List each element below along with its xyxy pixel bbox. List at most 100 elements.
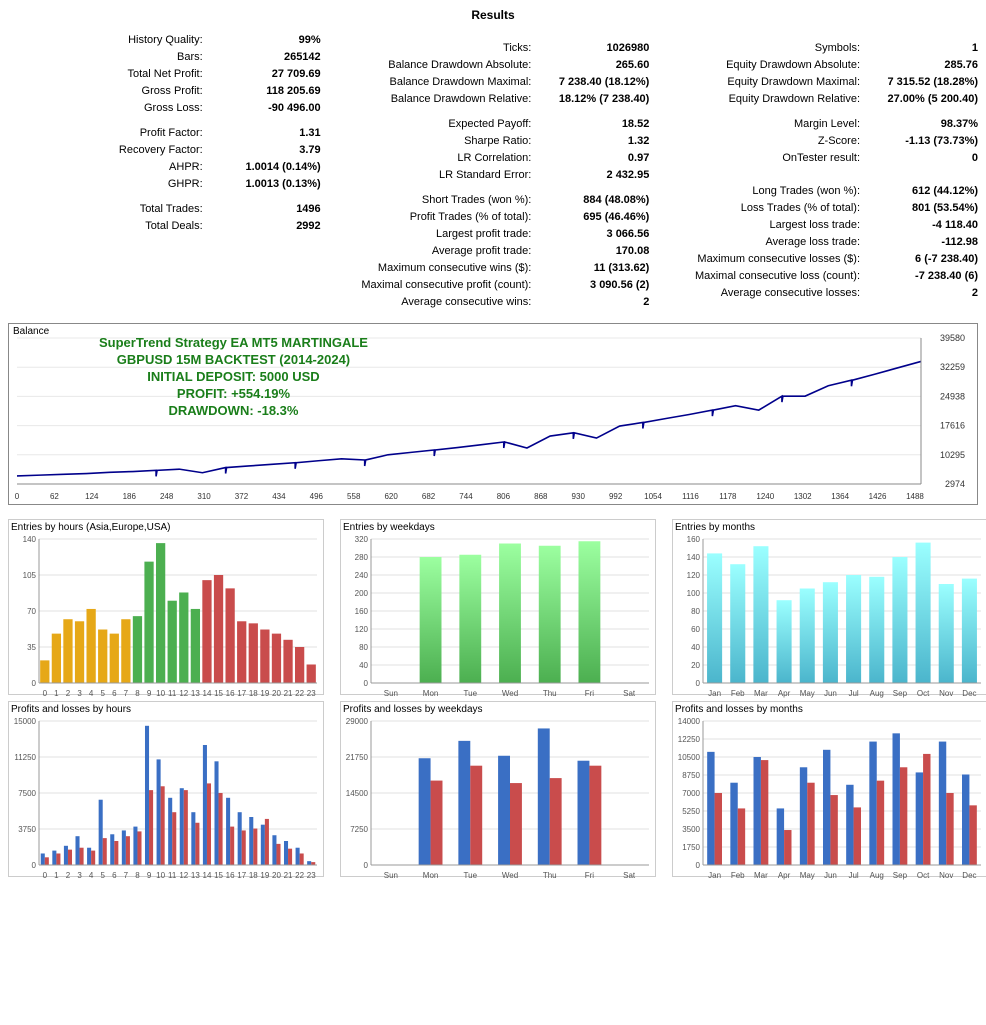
svg-text:280: 280 <box>355 553 369 562</box>
stat-row: OnTester result:0 <box>665 150 978 167</box>
svg-text:17: 17 <box>237 689 246 698</box>
svg-text:5250: 5250 <box>682 807 700 816</box>
stat-row: Average loss trade:-112.98 <box>665 234 978 251</box>
svg-text:21: 21 <box>284 689 293 698</box>
stat-label: Balance Drawdown Relative: <box>337 92 540 107</box>
svg-text:Sat: Sat <box>623 689 636 698</box>
stat-row: History Quality:99% <box>8 32 321 49</box>
stat-value: 1.32 <box>539 134 649 149</box>
stat-value: 1.31 <box>211 126 321 141</box>
svg-text:0: 0 <box>364 861 369 870</box>
svg-text:Aug: Aug <box>870 871 884 880</box>
chart-title: Entries by months <box>675 522 985 533</box>
svg-text:Sep: Sep <box>893 689 908 698</box>
svg-text:3500: 3500 <box>682 825 700 834</box>
svg-text:320: 320 <box>355 535 369 544</box>
stats-grid: History Quality:99%Bars:265142Total Net … <box>8 32 978 311</box>
stat-row: Recovery Factor:3.79 <box>8 142 321 159</box>
svg-text:15000: 15000 <box>14 717 37 726</box>
svg-text:Jun: Jun <box>824 871 837 880</box>
stat-label: Margin Level: <box>665 117 868 132</box>
svg-text:19: 19 <box>260 871 269 880</box>
svg-text:80: 80 <box>359 643 368 652</box>
stat-value: 170.08 <box>539 244 649 259</box>
svg-text:17616: 17616 <box>940 421 965 431</box>
svg-text:105: 105 <box>23 571 37 580</box>
svg-text:Sun: Sun <box>384 871 398 880</box>
svg-text:20: 20 <box>272 871 281 880</box>
stat-label: Loss Trades (% of total): <box>665 201 868 216</box>
chart-title: Profits and losses by weekdays <box>343 704 653 715</box>
stat-row: Expected Payoff:18.52 <box>337 116 650 133</box>
stat-value: -7 238.40 (6) <box>868 269 978 284</box>
stat-label: Gross Profit: <box>8 84 211 99</box>
svg-text:6: 6 <box>112 871 117 880</box>
svg-text:200: 200 <box>355 589 369 598</box>
svg-text:5: 5 <box>100 871 105 880</box>
svg-text:Jul: Jul <box>848 871 858 880</box>
stat-row: Maximal consecutive profit (count):3 090… <box>337 277 650 294</box>
svg-text:Feb: Feb <box>731 689 745 698</box>
stat-row: Equity Drawdown Absolute:285.76 <box>665 57 978 74</box>
stat-row: Sharpe Ratio:1.32 <box>337 133 650 150</box>
chart-title: Entries by hours (Asia,Europe,USA) <box>11 522 321 533</box>
stat-row: AHPR:1.0014 (0.14%) <box>8 159 321 176</box>
svg-text:620: 620 <box>384 492 398 501</box>
stat-value: 6 (-7 238.40) <box>868 252 978 267</box>
stat-row: Total Deals:2992 <box>8 218 321 235</box>
stat-label: Balance Drawdown Absolute: <box>337 58 540 73</box>
stat-value: 884 (48.08%) <box>539 193 649 208</box>
svg-text:21750: 21750 <box>346 753 369 762</box>
chart-title: Profits and losses by months <box>675 704 985 715</box>
svg-text:16: 16 <box>226 871 235 880</box>
small-chart: Entries by weekdays040801201602002402803… <box>340 519 656 695</box>
svg-text:Fri: Fri <box>585 871 595 880</box>
svg-text:70: 70 <box>27 607 36 616</box>
stat-value: 99% <box>211 33 321 48</box>
svg-text:2: 2 <box>66 689 71 698</box>
svg-text:7000: 7000 <box>682 789 700 798</box>
stat-label: History Quality: <box>8 33 211 48</box>
stat-label: Maximum consecutive losses ($): <box>665 252 868 267</box>
svg-text:1: 1 <box>54 871 59 880</box>
svg-text:11: 11 <box>168 871 177 880</box>
chart-title: Entries by weekdays <box>343 522 653 533</box>
svg-text:12: 12 <box>179 689 188 698</box>
stat-row: Balance Drawdown Maximal:7 238.40 (18.12… <box>337 74 650 91</box>
svg-text:140: 140 <box>23 535 37 544</box>
stat-label: GHPR: <box>8 177 211 192</box>
svg-text:80: 80 <box>691 607 700 616</box>
svg-text:9: 9 <box>147 871 152 880</box>
svg-text:14000: 14000 <box>678 717 701 726</box>
svg-text:Nov: Nov <box>939 871 953 880</box>
stat-label: Z-Score: <box>665 134 868 149</box>
stat-label: Average consecutive losses: <box>665 286 868 301</box>
svg-text:Thu: Thu <box>543 871 557 880</box>
svg-text:0: 0 <box>43 689 48 698</box>
svg-text:248: 248 <box>160 492 174 501</box>
page-title: Results <box>8 8 978 22</box>
svg-text:Jul: Jul <box>848 689 858 698</box>
svg-text:40: 40 <box>691 643 700 652</box>
svg-text:Dec: Dec <box>962 689 976 698</box>
svg-text:2: 2 <box>66 871 71 880</box>
svg-text:Thu: Thu <box>543 689 557 698</box>
stat-label: Profit Trades (% of total): <box>337 210 540 225</box>
svg-text:Sat: Sat <box>623 871 636 880</box>
small-chart: Profits and losses by weekdays0725014500… <box>340 701 656 877</box>
svg-text:0: 0 <box>32 861 37 870</box>
svg-text:29000: 29000 <box>346 717 369 726</box>
svg-text:7250: 7250 <box>350 825 368 834</box>
chart-row-2: Profits and losses by hours0375075001125… <box>8 701 978 877</box>
stat-row: Gross Profit:118 205.69 <box>8 83 321 100</box>
stat-row: Z-Score:-1.13 (73.73%) <box>665 133 978 150</box>
svg-text:1302: 1302 <box>794 492 812 501</box>
svg-text:Jan: Jan <box>708 689 721 698</box>
svg-text:20: 20 <box>691 661 700 670</box>
stats-col-3: Symbols:1Equity Drawdown Absolute:285.76… <box>665 32 978 311</box>
stat-row: Bars:265142 <box>8 49 321 66</box>
svg-text:744: 744 <box>459 492 473 501</box>
stat-label: Maximal consecutive profit (count): <box>337 278 540 293</box>
svg-text:806: 806 <box>497 492 511 501</box>
stat-value: 3 090.56 (2) <box>539 278 649 293</box>
